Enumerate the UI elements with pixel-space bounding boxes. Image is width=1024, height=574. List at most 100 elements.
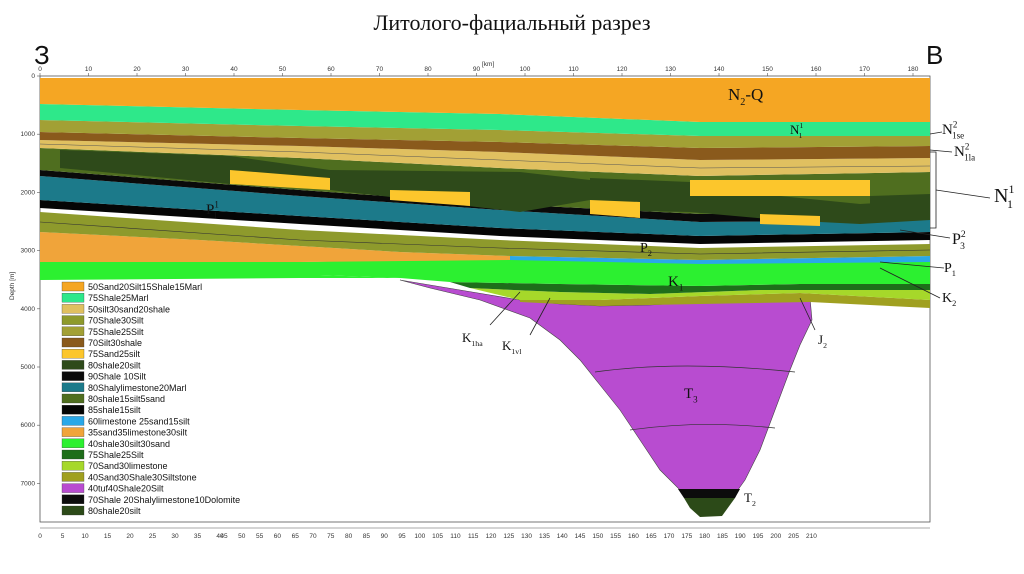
top-tick-label: 110 [568,66,579,73]
unit-label-k1vl: K1vl [502,338,522,356]
top-tick-label: 30 [182,66,190,73]
legend-swatch [61,337,85,348]
legend-swatch [61,505,85,516]
top-tick-label: 70 [376,66,384,73]
legend-swatch [61,461,85,471]
depth-tick-label: 0 [31,73,35,80]
top-tick-label: 50 [279,66,287,73]
top-tick-label: 170 [859,66,870,73]
top-axis: 0 10 20 30 40 50 60 70 80 90 100 110 120 130 140 150 160… [38,66,919,76]
unit-label-t2: T2 [744,490,756,508]
layer-t2 [678,489,740,498]
bottom-tick-label: 110 [450,533,461,540]
legend-swatch [61,349,85,359]
bottom-tick-label: 175 [681,533,692,540]
layer-t3 [399,279,813,495]
bottom-tick-label: 85 [363,533,371,540]
lens-dark-5 [870,194,930,204]
leader-k2 [879,267,941,299]
legend-swatch [61,393,85,404]
legend-label: 70Silt30shale [88,338,142,348]
bottom-tick-label: 120 [486,533,497,540]
bracket-n11 [930,151,937,229]
depth-axis: 0 1000 2000 3000 4000 5000 6000 7000 [21,73,40,487]
legend-swatch [61,483,85,493]
leader-n11 [935,189,991,199]
top-tick-label: 40 [230,66,238,73]
legend-label: 70Shale30Silt [88,316,144,326]
unit-label-k1ha: K1ha [462,330,483,348]
top-tick-label: 160 [811,66,822,73]
legend-swatch [61,281,85,292]
layer-n1la [40,132,930,160]
n11-upper-line [39,143,931,169]
legend-label: 75Shale25Silt [88,450,144,460]
lens-yellow-1 [230,170,330,190]
legend-label: 80shale20silt [88,506,141,516]
leader-p1 [879,261,945,269]
legend: 50Sand20Silt15Shale15Marl75Shale25Marl50… [61,281,240,516]
legend-label: 75Sand25silt [88,349,141,359]
bottom-tick-label: 160 [628,533,639,540]
unit-label-n1se: N2 1se [942,119,964,140]
top-tick-label: 120 [617,66,628,73]
bottom-tick-label: 185 [717,533,728,540]
layer-k1 [40,258,930,286]
unit-label-p11: P1 1 [206,199,219,220]
top-tick-label: 60 [327,66,335,73]
legend-swatch [61,438,85,448]
bottom-tick-label: 20 [126,533,134,540]
layer-n1se [40,120,930,148]
leader-lines [489,131,991,336]
bottom-tick-label: 15 [104,533,112,540]
layer-p1 [510,256,930,264]
layer-j2 [520,293,930,308]
legend-swatch [61,382,85,392]
bottom-tick-label: 50 [238,533,246,540]
bottom-tick-label: 125 [503,533,514,540]
layer-t1 [684,498,735,517]
unit-label-k2: K2 [942,291,956,308]
bottom-tick-label: 145 [575,533,586,540]
legend-label: 50Sand20Silt15Shale15Marl [88,282,202,292]
bottom-tick-label: 40 [216,533,224,540]
legend-swatch [61,315,85,325]
depth-tick-label: 3000 [21,248,36,255]
unit-label-n11: N1 1 [994,182,1014,211]
leader-j2 [799,297,816,331]
bottom-tick-label: 70 [309,533,317,540]
legend-label: 70Sand30limestone [88,461,168,471]
top-tick-label: 80 [424,66,432,73]
legend-label: 70Shale 20Shalylimestone10Dolomite [88,495,240,505]
bottom-tick-label: 25 [149,533,157,540]
unit-label-p2: P2 [640,241,652,258]
legend-label: 75Shale25Silt [88,327,144,337]
depth-tick-label: 6000 [21,422,36,429]
west-direction-label: З [34,40,50,70]
leader-n1se [929,131,943,135]
layer-n1-green [40,104,930,136]
bottom-tick-label: 55 [256,533,264,540]
bottom-tick-label: 135 [539,533,550,540]
bottom-tick-label: 5 [61,533,65,540]
bottom-tick-label: 130 [521,533,532,540]
legend-label: 40shale30silt30sand [88,439,170,449]
leader-p23 [899,229,951,239]
depth-axis-label: Depth [m] [9,272,16,300]
legend-swatch [61,472,85,482]
legend-swatch [61,326,85,336]
bottom-tick-label: 115 [468,533,479,540]
unit-label-t3: T3 [684,386,698,405]
layer-p-lower-orange [40,232,510,262]
bottom-tick-label: 140 [557,533,568,540]
bottom-tick-label: 165 [646,533,657,540]
leader-k1ha [489,291,521,326]
legend-swatch [61,293,85,303]
lens-yellow-4 [690,180,870,196]
legend-swatch [61,494,85,504]
top-tick-label: 10 [85,66,93,73]
unit-label-n1la: N2 1la [954,141,975,162]
